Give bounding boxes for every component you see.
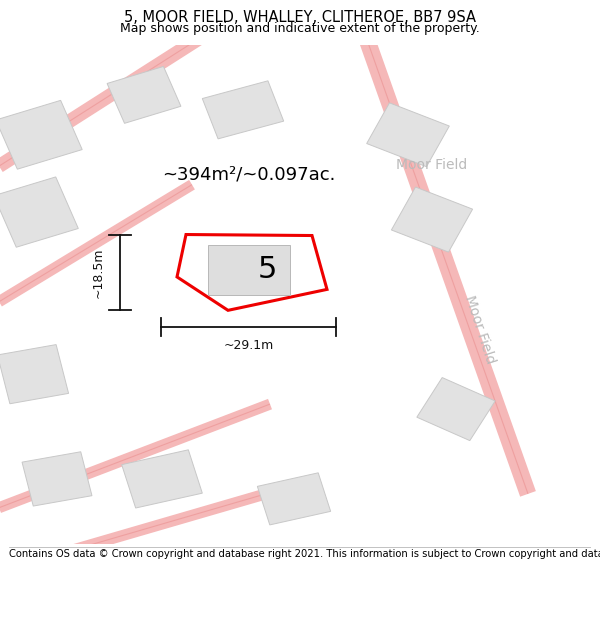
Text: Moor Field: Moor Field (463, 293, 497, 366)
Polygon shape (0, 101, 82, 169)
Polygon shape (417, 378, 495, 441)
Polygon shape (177, 234, 327, 311)
Text: Contains OS data © Crown copyright and database right 2021. This information is : Contains OS data © Crown copyright and d… (9, 549, 600, 559)
Text: ~18.5m: ~18.5m (92, 247, 105, 298)
Polygon shape (122, 450, 202, 508)
Polygon shape (391, 187, 473, 252)
Polygon shape (22, 452, 92, 506)
Polygon shape (0, 344, 68, 404)
Text: 5: 5 (257, 255, 277, 284)
Polygon shape (257, 473, 331, 525)
Text: Map shows position and indicative extent of the property.: Map shows position and indicative extent… (120, 22, 480, 35)
Polygon shape (107, 66, 181, 123)
Polygon shape (0, 177, 78, 248)
Text: 5, MOOR FIELD, WHALLEY, CLITHEROE, BB7 9SA: 5, MOOR FIELD, WHALLEY, CLITHEROE, BB7 9… (124, 10, 476, 25)
Polygon shape (209, 246, 290, 296)
Polygon shape (202, 81, 284, 139)
Polygon shape (367, 103, 449, 167)
Text: ~29.1m: ~29.1m (223, 339, 274, 352)
Text: Moor Field: Moor Field (397, 158, 467, 172)
Text: ~394m²/~0.097ac.: ~394m²/~0.097ac. (162, 166, 335, 184)
